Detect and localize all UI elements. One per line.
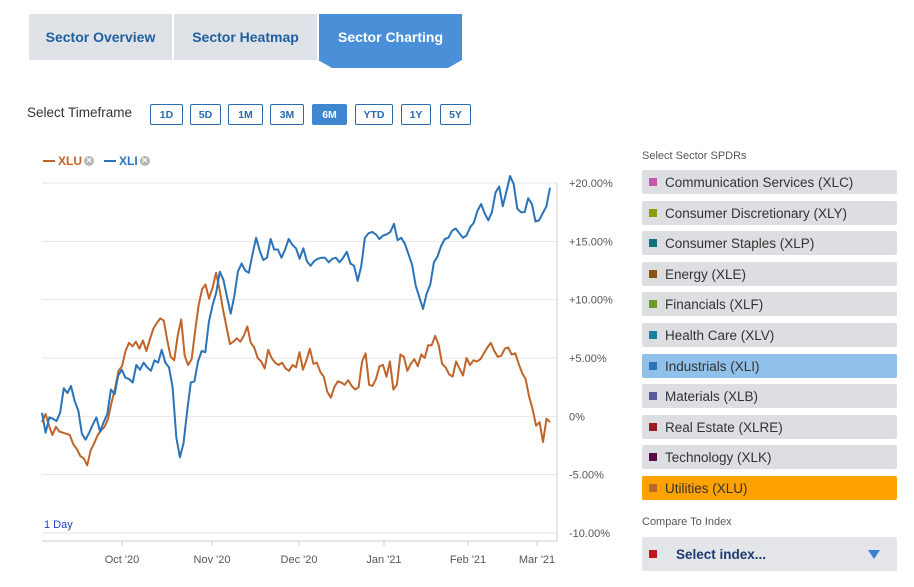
sector-item-technologyxlk[interactable]: Technology (XLK) (642, 445, 897, 469)
x-tick-label: Feb '21 (450, 554, 486, 566)
remove-series-icon[interactable]: ✕ (84, 156, 94, 166)
timeframe-button-5y[interactable]: 5Y (440, 104, 471, 125)
timeframe-button-6m[interactable]: 6M (312, 104, 347, 125)
timeframe-button-1d[interactable]: 1D (150, 104, 183, 125)
active-tab-pointer (318, 60, 462, 68)
timeframe-button-1y[interactable]: 1Y (401, 104, 431, 125)
sector-item-consumerdiscretionaryxly[interactable]: Consumer Discretionary (XLY) (642, 201, 897, 225)
compare-title: Compare To Index (642, 516, 732, 528)
sector-label: Industrials (XLI) (665, 358, 760, 374)
sector-color-swatch (649, 392, 657, 400)
sector-label: Health Care (XLV) (665, 327, 775, 343)
timeframe-button-1m[interactable]: 1M (228, 104, 263, 125)
legend-item-xlu[interactable]: XLU ✕ (43, 154, 94, 168)
sector-label: Financials (XLF) (665, 296, 764, 312)
y-tick-label: +5.00% (569, 353, 607, 365)
timeframe-button-3m[interactable]: 3M (270, 104, 304, 125)
sector-label: Energy (XLE) (665, 266, 747, 282)
x-tick-label: Nov '20 (194, 554, 231, 566)
chevron-down-icon (868, 549, 880, 559)
sector-color-swatch (649, 331, 657, 339)
sector-color-swatch (649, 178, 657, 186)
tab-label: Sector Overview (45, 29, 156, 45)
timeframe-label: Select Timeframe (27, 105, 133, 120)
sector-item-financialsxlf[interactable]: Financials (XLF) (642, 292, 897, 316)
timeframe-button-ytd[interactable]: YTD (355, 104, 393, 125)
series-line-xlu (41, 271, 551, 467)
compare-index-value: Select index... (676, 546, 767, 562)
compare-index-select[interactable]: Select index... (642, 537, 897, 571)
y-tick-label: +10.00% (569, 295, 613, 307)
sector-item-realestatexlre[interactable]: Real Estate (XLRE) (642, 415, 897, 439)
sector-item-materialsxlb[interactable]: Materials (XLB) (642, 384, 897, 408)
sector-color-swatch (649, 453, 657, 461)
tab-label: Sector Heatmap (192, 29, 299, 45)
sector-color-swatch (649, 423, 657, 431)
y-tick-label: -5.00% (569, 470, 604, 482)
legend-line (43, 160, 55, 162)
y-tick-label: 0% (569, 411, 585, 423)
legend-label: XLI (119, 154, 138, 168)
remove-series-icon[interactable]: ✕ (139, 156, 150, 166)
series-line-xli (41, 175, 551, 459)
sector-item-utilitiesxlu[interactable]: Utilities (XLU) (642, 476, 897, 500)
sector-color-swatch (649, 300, 657, 308)
tab-sector-overview[interactable]: Sector Overview (29, 14, 172, 60)
sector-label: Communication Services (XLC) (665, 174, 854, 190)
chart-legend: XLU ✕ XLI ✕ (43, 153, 160, 169)
sector-label: Real Estate (XLRE) (665, 419, 783, 435)
legend-label: XLU (58, 154, 82, 168)
sector-item-energyxle[interactable]: Energy (XLE) (642, 262, 897, 286)
sector-color-swatch (649, 362, 657, 370)
x-tick-label: Mar '21 (519, 554, 555, 566)
sector-color-swatch (649, 270, 657, 278)
sector-color-swatch (649, 484, 657, 492)
sector-item-industrialsxli[interactable]: Industrials (XLI) (642, 354, 897, 378)
sector-label: Utilities (XLU) (665, 480, 748, 496)
x-tick-label: Jan '21 (366, 554, 401, 566)
sector-label: Technology (XLK) (665, 449, 772, 465)
sector-item-communicationservicesxlc[interactable]: Communication Services (XLC) (642, 170, 897, 194)
x-tick-label: Dec '20 (281, 554, 318, 566)
sector-color-swatch (649, 209, 657, 217)
y-tick-label: +20.00% (569, 178, 613, 190)
sector-item-consumerstaplesxlp[interactable]: Consumer Staples (XLP) (642, 231, 897, 255)
tab-label: Sector Charting (337, 29, 443, 45)
sector-label: Materials (XLB) (665, 388, 759, 404)
timeframe-button-5d[interactable]: 5D (190, 104, 221, 125)
sector-label: Consumer Staples (XLP) (665, 235, 815, 251)
sector-panel-title: Select Sector SPDRs (642, 150, 747, 162)
sector-label: Consumer Discretionary (XLY) (665, 205, 848, 221)
sector-color-swatch (649, 239, 657, 247)
y-tick-label: +15.00% (569, 236, 613, 248)
index-color-swatch (649, 550, 657, 558)
legend-item-xli[interactable]: XLI ✕ (104, 154, 150, 168)
interval-label: 1 Day (44, 519, 73, 531)
x-tick-label: Oct '20 (105, 554, 140, 566)
tab-sector-charting[interactable]: Sector Charting (319, 14, 462, 60)
legend-line (104, 160, 116, 162)
tab-sector-heatmap[interactable]: Sector Heatmap (174, 14, 317, 60)
y-tick-label: -10.00% (569, 528, 610, 540)
sector-item-healthcarexlv[interactable]: Health Care (XLV) (642, 323, 897, 347)
